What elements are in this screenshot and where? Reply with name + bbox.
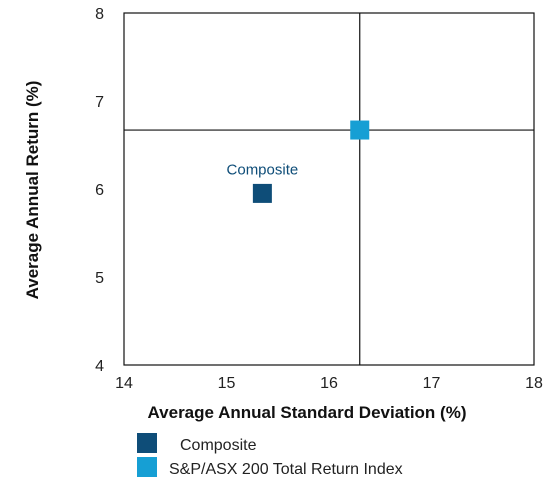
plot-area: 14 15 16 17 18 4 5 6 7 8 Composite [95,6,543,392]
legend-swatch [137,433,157,453]
y-tick-label: 7 [95,94,104,111]
x-tick-label: 15 [218,375,236,392]
legend: Composite S&P/ASX 200 Total Return Index [137,433,403,478]
plot-frame [123,12,535,366]
x-tick-label: 17 [423,375,441,392]
legend-swatch [137,457,157,477]
y-tick-label: 8 [95,6,104,23]
x-tick-label: 14 [115,375,133,392]
legend-label: S&P/ASX 200 Total Return Index [169,461,403,478]
y-tick-label: 5 [95,270,104,287]
x-axis-title: Average Annual Standard Deviation (%) [148,403,467,422]
y-tick-label: 6 [95,182,104,199]
point-annotation: Composite [227,161,299,178]
data-point-index [350,120,370,140]
legend-label: Composite [180,437,257,454]
y-axis-title: Average Annual Return (%) [23,81,42,300]
data-point-composite [252,183,272,203]
x-tick-label: 18 [525,375,543,392]
x-tick-label: 16 [320,375,338,392]
y-tick-label: 4 [95,358,104,375]
